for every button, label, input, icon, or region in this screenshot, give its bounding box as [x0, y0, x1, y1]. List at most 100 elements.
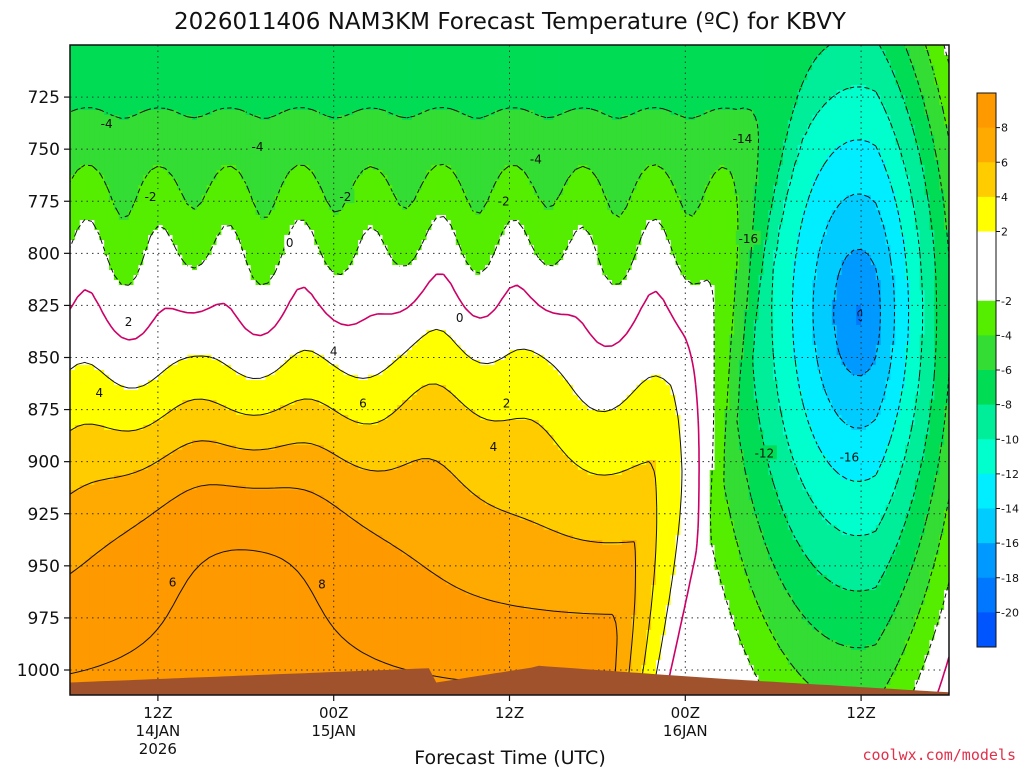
temperature-cell	[94, 190, 99, 196]
temperature-cell	[94, 575, 99, 581]
temperature-cell	[202, 455, 207, 461]
temperature-cell	[241, 530, 246, 536]
temperature-cell	[138, 220, 143, 226]
temperature-cell	[138, 325, 143, 331]
temperature-cell	[85, 635, 90, 641]
temperature-cell	[148, 655, 153, 661]
temperature-cell	[173, 435, 178, 441]
temperature-cell	[197, 135, 202, 141]
temperature-cell	[80, 465, 85, 471]
temperature-cell	[158, 410, 163, 416]
temperature-cell	[99, 170, 104, 176]
temperature-cell	[182, 245, 187, 251]
temperature-cell	[70, 520, 75, 526]
temperature-cell	[207, 130, 212, 136]
temperature-cell	[99, 255, 104, 261]
temperature-cell	[207, 95, 212, 101]
temperature-cell	[90, 660, 95, 666]
temperature-cell	[90, 380, 95, 386]
temperature-cell	[75, 325, 80, 331]
temperature-cell	[104, 670, 109, 676]
temperature-cell	[236, 255, 241, 261]
temperature-cell	[85, 660, 90, 666]
temperature-cell	[90, 95, 95, 101]
temperature-cell	[114, 180, 119, 186]
temperature-cell	[70, 290, 75, 296]
temperature-cell	[75, 545, 80, 551]
temperature-cell	[187, 120, 192, 126]
temperature-cell	[197, 570, 202, 576]
temperature-cell	[94, 315, 99, 321]
temperature-cell	[197, 545, 202, 551]
temperature-cell	[114, 605, 119, 611]
temperature-cell	[226, 555, 231, 561]
temperature-cell	[163, 235, 168, 241]
temperature-cell	[226, 340, 231, 346]
temperature-cell	[124, 170, 129, 176]
temperature-cell	[197, 70, 202, 76]
temperature-cell	[202, 160, 207, 166]
temperature-cell	[90, 270, 95, 276]
temperature-cell	[177, 625, 182, 631]
temperature-cell	[231, 360, 236, 366]
temperature-cell	[221, 280, 226, 286]
temperature-cell	[187, 365, 192, 371]
temperature-cell	[231, 90, 236, 96]
temperature-cell	[148, 545, 153, 551]
temperature-cell	[221, 670, 226, 676]
temperature-cell	[221, 495, 226, 501]
temperature-cell	[246, 425, 251, 431]
temperature-cell	[94, 255, 99, 261]
temperature-cell	[221, 195, 226, 201]
temperature-cell	[129, 605, 134, 611]
temperature-cell	[246, 510, 251, 516]
temperature-cell	[221, 190, 226, 196]
temperature-cell	[133, 480, 138, 486]
temperature-cell	[148, 625, 153, 631]
temperature-cell	[129, 285, 134, 291]
temperature-cell	[231, 330, 236, 336]
temperature-cell	[119, 360, 124, 366]
temperature-cell	[197, 495, 202, 501]
temperature-cell	[114, 585, 119, 591]
temperature-cell	[70, 205, 75, 211]
temperature-cell	[94, 100, 99, 106]
temperature-cell	[246, 640, 251, 646]
temperature-cell	[168, 180, 173, 186]
temperature-cell	[114, 375, 119, 381]
temperature-cell	[94, 570, 99, 576]
temperature-cell	[138, 235, 143, 241]
temperature-cell	[173, 470, 178, 476]
temperature-cell	[212, 485, 217, 491]
temperature-cell	[99, 515, 104, 521]
temperature-cell	[187, 60, 192, 66]
temperature-cell	[202, 650, 207, 656]
temperature-cell	[168, 520, 173, 526]
temperature-cell	[133, 550, 138, 556]
temperature-cell	[163, 630, 168, 636]
temperature-cell	[197, 540, 202, 546]
temperature-cell	[70, 330, 75, 336]
temperature-cell	[173, 590, 178, 596]
temperature-cell	[94, 590, 99, 596]
temperature-cell	[202, 350, 207, 356]
temperature-cell	[177, 475, 182, 481]
temperature-cell	[119, 580, 124, 586]
temperature-cell	[94, 640, 99, 646]
temperature-cell	[94, 380, 99, 386]
temperature-cell	[217, 205, 222, 211]
temperature-cell	[104, 465, 109, 471]
temperature-cell	[177, 50, 182, 56]
temperature-cell	[236, 220, 241, 226]
temperature-cell	[138, 650, 143, 656]
temperature-cell	[241, 395, 246, 401]
temperature-cell	[158, 95, 163, 101]
temperature-cell	[241, 340, 246, 346]
temperature-cell	[70, 350, 75, 356]
temperature-cell	[182, 435, 187, 441]
temperature-cell	[212, 455, 217, 461]
temperature-cell	[114, 155, 119, 161]
temperature-cell	[231, 145, 236, 151]
temperature-cell	[202, 530, 207, 536]
temperature-cell	[80, 250, 85, 256]
